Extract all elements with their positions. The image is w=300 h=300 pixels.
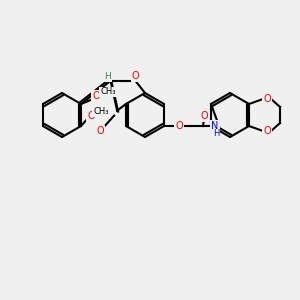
Text: O: O — [96, 126, 104, 136]
Text: O: O — [132, 71, 139, 81]
Text: O: O — [263, 126, 271, 136]
Text: O: O — [92, 91, 100, 101]
Text: O: O — [87, 111, 95, 121]
Text: CH₃: CH₃ — [93, 107, 109, 116]
Text: H: H — [104, 72, 111, 81]
Text: O: O — [175, 121, 183, 131]
Text: O: O — [263, 94, 271, 104]
Text: H: H — [213, 130, 219, 139]
Text: O: O — [200, 111, 208, 121]
Text: CH₃: CH₃ — [100, 88, 116, 97]
Text: N: N — [212, 121, 219, 131]
